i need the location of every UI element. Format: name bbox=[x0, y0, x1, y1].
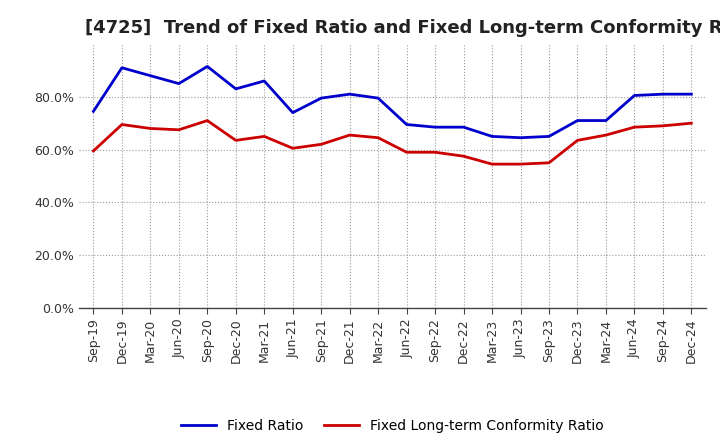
Fixed Long-term Conformity Ratio bbox=[659, 123, 667, 128]
Text: [4725]  Trend of Fixed Ratio and Fixed Long-term Conformity Ratio: [4725] Trend of Fixed Ratio and Fixed Lo… bbox=[86, 19, 720, 37]
Fixed Ratio bbox=[573, 118, 582, 123]
Fixed Long-term Conformity Ratio bbox=[630, 125, 639, 130]
Fixed Long-term Conformity Ratio bbox=[487, 161, 496, 167]
Legend: Fixed Ratio, Fixed Long-term Conformity Ratio: Fixed Ratio, Fixed Long-term Conformity … bbox=[176, 413, 609, 438]
Fixed Long-term Conformity Ratio bbox=[459, 154, 468, 159]
Fixed Ratio bbox=[203, 64, 212, 69]
Fixed Long-term Conformity Ratio bbox=[545, 160, 554, 165]
Fixed Ratio bbox=[174, 81, 183, 86]
Fixed Ratio bbox=[289, 110, 297, 115]
Fixed Long-term Conformity Ratio bbox=[260, 134, 269, 139]
Fixed Long-term Conformity Ratio bbox=[89, 148, 98, 154]
Fixed Ratio bbox=[346, 92, 354, 97]
Fixed Ratio bbox=[516, 135, 525, 140]
Fixed Long-term Conformity Ratio bbox=[289, 146, 297, 151]
Fixed Long-term Conformity Ratio bbox=[146, 126, 155, 131]
Fixed Ratio bbox=[117, 65, 126, 70]
Fixed Ratio bbox=[402, 122, 411, 127]
Fixed Long-term Conformity Ratio bbox=[374, 135, 382, 140]
Fixed Ratio bbox=[459, 125, 468, 130]
Fixed Ratio bbox=[232, 86, 240, 92]
Fixed Ratio bbox=[89, 109, 98, 114]
Fixed Ratio bbox=[431, 125, 439, 130]
Fixed Ratio bbox=[317, 95, 325, 101]
Fixed Ratio bbox=[602, 118, 611, 123]
Fixed Ratio bbox=[487, 134, 496, 139]
Fixed Ratio bbox=[630, 93, 639, 98]
Fixed Ratio bbox=[545, 134, 554, 139]
Fixed Long-term Conformity Ratio bbox=[687, 121, 696, 126]
Fixed Long-term Conformity Ratio bbox=[402, 150, 411, 155]
Fixed Long-term Conformity Ratio bbox=[232, 138, 240, 143]
Fixed Long-term Conformity Ratio bbox=[174, 127, 183, 132]
Line: Fixed Ratio: Fixed Ratio bbox=[94, 66, 691, 138]
Fixed Ratio bbox=[659, 92, 667, 97]
Fixed Ratio bbox=[260, 78, 269, 84]
Fixed Long-term Conformity Ratio bbox=[117, 122, 126, 127]
Fixed Ratio bbox=[146, 73, 155, 78]
Line: Fixed Long-term Conformity Ratio: Fixed Long-term Conformity Ratio bbox=[94, 121, 691, 164]
Fixed Long-term Conformity Ratio bbox=[602, 132, 611, 138]
Fixed Long-term Conformity Ratio bbox=[516, 161, 525, 167]
Fixed Long-term Conformity Ratio bbox=[346, 132, 354, 138]
Fixed Ratio bbox=[374, 95, 382, 101]
Fixed Long-term Conformity Ratio bbox=[573, 138, 582, 143]
Fixed Long-term Conformity Ratio bbox=[317, 142, 325, 147]
Fixed Long-term Conformity Ratio bbox=[203, 118, 212, 123]
Fixed Long-term Conformity Ratio bbox=[431, 150, 439, 155]
Fixed Ratio bbox=[687, 92, 696, 97]
